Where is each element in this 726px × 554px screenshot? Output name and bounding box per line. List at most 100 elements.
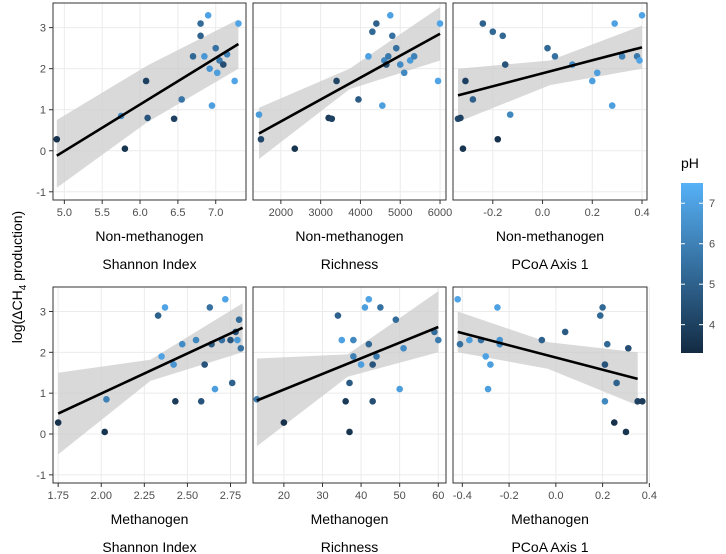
data-point [388,32,396,40]
data-point [178,340,186,348]
data-point [53,135,61,143]
regression-line [256,325,439,402]
x-tick-label: 0.2 [585,207,600,219]
data-point [369,28,376,36]
x-tick-label: 0.0 [535,207,550,219]
x-tick-label: 2.50 [177,490,198,502]
panel-border [452,286,648,484]
data-point [257,135,265,143]
data-point [400,69,408,77]
data-point [338,336,346,344]
data-point [355,96,362,103]
data-point [291,145,299,152]
y-tick-label: 2 [40,64,46,76]
data-point [328,115,336,123]
x-tick-label: 0.0 [548,490,563,502]
data-point [506,111,514,118]
data-point [379,102,386,109]
data-point [625,344,632,352]
data-point [54,419,62,426]
panel-border [252,286,447,484]
data-point [638,12,646,19]
x-tick-label: -0.2 [483,207,502,219]
data-point [384,53,392,60]
x-tick-label: 5.0 [57,207,72,219]
x-axis-label: Methanogen [511,511,589,527]
data-point [462,77,469,85]
x-axis-sublabel: Shannon Index [102,539,196,554]
data-point [369,361,376,368]
x-tick-label: 5.5 [95,207,110,219]
data-point [178,96,185,103]
data-point [235,316,243,323]
data-point [142,77,150,85]
data-point [544,44,551,52]
data-point [484,385,492,393]
x-axis-label: Non-methanogen [496,228,604,244]
y-tick-label: 1 [40,105,46,117]
data-point [396,385,403,393]
data-point [406,57,414,64]
data-point [634,398,641,405]
data-point [400,344,407,352]
data-point [170,361,177,368]
data-point [392,44,400,52]
data-point [212,44,220,52]
data-point [350,336,357,344]
x-tick-label: -0.2 [500,490,519,502]
data-point [158,353,165,360]
data-point [434,77,442,85]
regression-line [258,32,441,135]
data-point [494,304,501,311]
y-tick-label: -1 [36,470,46,482]
data-point [551,53,559,60]
data-point [636,57,643,64]
data-point [333,77,340,85]
x-tick-label: -0.4 [453,490,472,502]
data-point [561,328,569,336]
data-point [342,398,349,405]
data-point [466,336,473,344]
data-point [197,20,204,27]
data-point [197,32,204,40]
x-axis-label: Non-methanogen [295,228,403,244]
data-point [608,102,616,109]
x-axis-sublabel: PCoA Axis 1 [511,539,588,554]
panel-border [452,2,648,201]
data-point [101,428,108,436]
data-point [365,295,373,303]
data-point [538,336,546,344]
x-tick-label: 0.4 [634,207,649,219]
data-point [479,20,487,27]
data-point [350,353,357,360]
data-point [489,28,497,36]
data-point [603,340,611,348]
data-point [365,53,372,60]
panel-nm-shannon: -1 0 1 2 3 5.0 5.5 6.0 6.5 7.0 Non-methanogen Shann… [36,2,247,272]
y-tick-label: 0 [40,146,46,158]
confidence-band [56,19,239,188]
data-point [434,336,442,344]
x-tick-label: 2.00 [91,490,112,502]
x-tick-label: 0.2 [595,490,610,502]
x-tick-label: 40 [355,490,367,502]
data-point [373,20,380,27]
data-point [154,312,162,319]
data-point [228,379,236,387]
regression-line [57,326,244,415]
x-axis-label: Non-methanogen [95,228,203,244]
x-tick-label: 2.75 [220,490,241,502]
data-point [103,395,110,403]
x-tick-label: 1.75 [47,490,68,502]
x-axis-sublabel: Richness [321,539,379,554]
data-point [482,353,490,360]
data-point [593,69,601,77]
x-tick-label: 50 [394,490,406,502]
x-axis-sublabel: PCoA Axis 1 [511,256,588,272]
data-point [469,96,477,103]
regression-line [457,46,643,97]
data-point [596,312,604,319]
data-point [611,20,618,27]
data-point [601,398,609,405]
